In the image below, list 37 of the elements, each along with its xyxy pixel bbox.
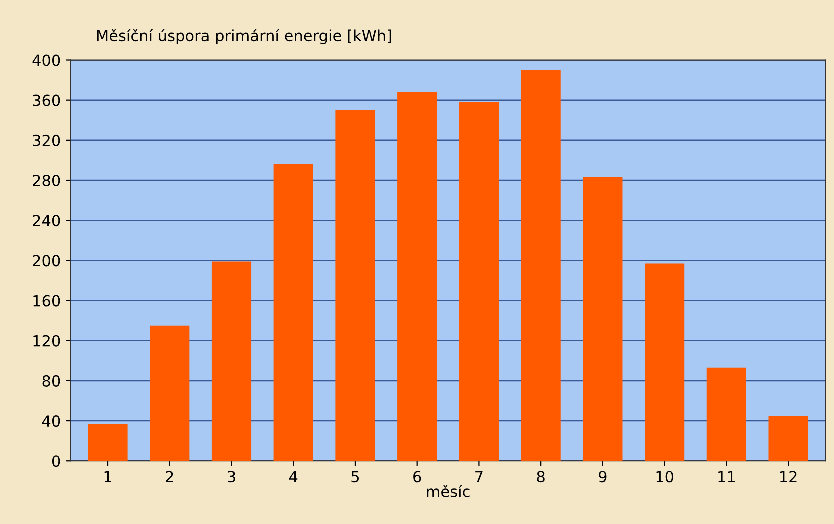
x-tick-label: 11 [718, 471, 735, 482]
y-tick-label: 0 [52, 456, 60, 468]
bar [768, 416, 808, 462]
x-tick-label: 2 [166, 471, 174, 482]
x-tick-label: 1 [104, 471, 112, 482]
x-tick-label: 10 [656, 471, 674, 483]
bar [398, 92, 438, 462]
y-tick-label: 280 [33, 174, 60, 187]
bar [336, 110, 376, 462]
x-tick-label: 7 [476, 471, 483, 482]
chart-title: Měsíční úspora primární energie [kWh] [97, 29, 392, 45]
y-tick-label: 320 [33, 134, 60, 146]
bar [706, 368, 746, 462]
y-tick-label: 160 [34, 295, 60, 307]
bar [521, 70, 561, 462]
x-tick-label: 8 [537, 471, 545, 483]
bar [583, 178, 623, 462]
y-tick-label: 400 [32, 54, 60, 66]
y-tick-label: 120 [34, 335, 60, 347]
y-tick-label: 360 [33, 94, 60, 106]
y-tick-label: 200 [33, 255, 60, 267]
x-tick-label: 12 [780, 471, 797, 482]
y-tick-label: 240 [33, 215, 60, 227]
x-tick-label: 6 [414, 471, 422, 483]
bar [274, 164, 314, 462]
x-tick-label: 5 [352, 471, 359, 483]
x-tick-label: 4 [289, 471, 298, 482]
bar [150, 326, 190, 462]
bar [212, 262, 252, 462]
bar [88, 424, 128, 462]
x-tick-label: 3 [228, 471, 236, 483]
x-axis-title: měsíc [427, 485, 470, 498]
bar [459, 102, 500, 462]
bar [645, 264, 685, 462]
y-tick-label: 80 [42, 375, 60, 387]
y-tick-label: 40 [42, 416, 60, 428]
x-tick-label: 9 [599, 471, 607, 483]
